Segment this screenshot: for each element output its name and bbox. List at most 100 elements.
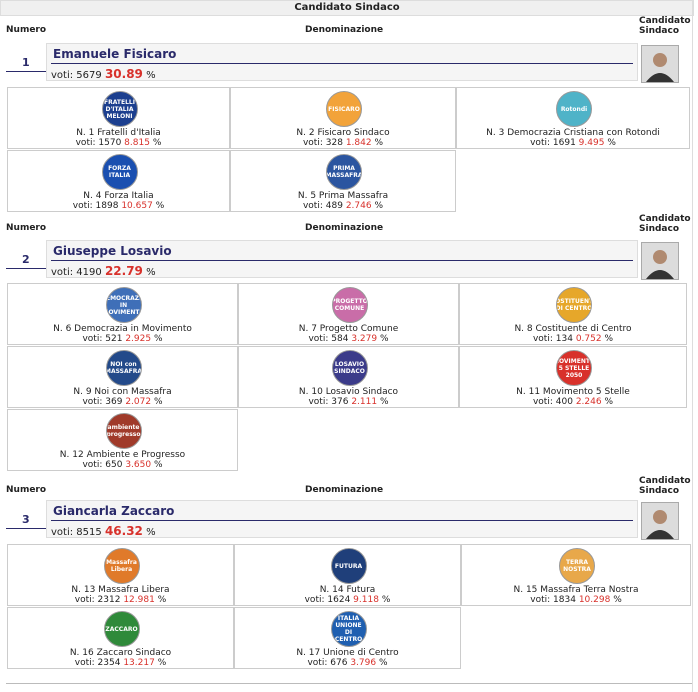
votes-prefix: voti: (82, 460, 103, 470)
party-logo-icon: FISICARO (326, 91, 362, 127)
party-votes: voti: 369 2.072 % (8, 397, 237, 407)
party-vote-count: 1570 (98, 138, 122, 148)
party-list-item[interactable]: ITALIA UNIONE DI CENTRO N. 17 Unione di C… (234, 607, 461, 669)
candidate-name[interactable]: Giancarla Zaccaro (53, 504, 175, 518)
percent-symbol: % (153, 460, 163, 470)
party-percentage: 3.796 (350, 658, 377, 668)
party-percentage: 2.746 (345, 201, 372, 211)
party-logo-icon: LOSAVIO SINDACO (331, 350, 368, 386)
party-name: N. 10 Losavio Sindaco (298, 387, 399, 397)
candidate-number-underline (6, 71, 46, 72)
candidate-photo (641, 502, 679, 540)
votes-prefix: voti: (532, 397, 553, 407)
party-percentage: 10.657 (121, 201, 153, 211)
party-votes: voti: 489 2.746 % (231, 201, 455, 211)
votes-percentage: 22.79 (104, 264, 143, 278)
party-list-item[interactable]: FRATELLI D'ITALIA MELONI N. 1 Fratelli d'… (7, 87, 230, 149)
party-votes: voti: 376 2.111 % (239, 397, 458, 407)
party-logo-icon: COSTITUENTE DI CENTRO (556, 287, 592, 323)
votes-prefix: voti: (304, 595, 325, 605)
percent-symbol: % (155, 201, 165, 211)
party-vote-count: 1691 (552, 138, 576, 148)
party-list-item[interactable]: FISICARO N. 2 Fisicaro Sindaco voti: 328 1… (230, 87, 456, 149)
votes-prefix: voti: (530, 595, 551, 605)
party-name: N. 4 Forza Italia (83, 191, 154, 201)
percent-symbol: % (146, 527, 156, 538)
party-list-item[interactable]: FUTURA N. 14 Futura voti: 1624 9.118 % (234, 544, 461, 606)
party-name: N. 7 Progetto Comune (298, 324, 399, 334)
header-numero: Numero (6, 25, 47, 35)
candidate-name[interactable]: Giuseppe Losavio (53, 244, 172, 258)
percent-symbol: % (374, 138, 384, 148)
party-logo-icon: ZACCARO (103, 611, 140, 647)
party-percentage: 2.246 (575, 397, 602, 407)
header-denominazione: Denominazione (305, 485, 384, 495)
votes-percentage: 46.32 (104, 524, 143, 538)
party-list-item[interactable]: LOSAVIO SINDACO N. 10 Losavio Sindaco voti… (238, 346, 459, 408)
right-border (692, 0, 693, 692)
party-vote-count: 1898 (95, 201, 119, 211)
candidate-box: Giuseppe Losavio voti: 4190 22.79 % (46, 240, 638, 278)
header-candidato: Candidato Sindaco (639, 16, 691, 36)
party-votes: voti: 1898 10.657 % (8, 201, 229, 211)
party-logo-icon: NOI con MASSAFRA (105, 350, 142, 386)
party-list-item[interactable]: FORZA ITALIA N. 4 Forza Italia voti: 1898 … (7, 150, 230, 212)
party-logo-icon: ITALIA UNIONE DI CENTRO (330, 611, 367, 647)
party-list-item[interactable]: TERRA NOSTRA N. 15 Massafra Terra Nostra v… (461, 544, 691, 606)
percent-symbol: % (153, 334, 163, 344)
votes-prefix: voti: (532, 334, 553, 344)
candidate-number: 2 (22, 253, 30, 266)
party-name: N. 14 Futura (319, 585, 376, 595)
party-percentage: 8.815 (124, 138, 150, 148)
party-list-item[interactable]: PRIMA MASSAFRA N. 5 Prima Massafra voti: 4… (230, 150, 456, 212)
votes-prefix: voti: (82, 334, 103, 344)
party-percentage: 3.650 (125, 460, 152, 470)
party-votes: voti: 400 2.246 % (460, 397, 686, 407)
party-votes: voti: 1691 9.495 % (457, 138, 689, 148)
party-vote-count: 676 (330, 658, 348, 668)
party-percentage: 2.925 (125, 334, 152, 344)
header-candidato: Candidato Sindaco (639, 214, 691, 234)
party-logo-icon: PROGETTO COMUNE (331, 287, 368, 323)
party-name: N. 17 Unione di Centro (296, 648, 399, 658)
party-name: N. 12 Ambiente e Progresso (59, 450, 186, 460)
party-vote-count: 489 (325, 201, 343, 211)
party-votes: voti: 650 3.650 % (8, 460, 237, 470)
party-list-item[interactable]: Rotondi N. 3 Democrazia Cristiana con Rot… (456, 87, 690, 149)
party-vote-count: 134 (555, 334, 573, 344)
votes-prefix: voti: (302, 138, 323, 148)
party-votes: voti: 2312 12.981 % (8, 595, 233, 605)
party-vote-count: 328 (325, 138, 343, 148)
candidate-votes: voti: 5679 30.89 % (51, 67, 156, 81)
votes-prefix: voti: (307, 658, 328, 668)
candidate-number: 1 (22, 56, 30, 69)
party-vote-count: 1624 (327, 595, 351, 605)
votes-prefix: voti: (51, 527, 74, 538)
party-name: N. 2 Fisicaro Sindaco (296, 128, 390, 138)
votes-count: 5679 (76, 70, 102, 81)
party-votes: voti: 1570 8.815 % (8, 138, 229, 148)
percent-symbol: % (152, 138, 162, 148)
party-votes: voti: 1834 10.298 % (462, 595, 690, 605)
candidate-name[interactable]: Emanuele Fisicaro (53, 47, 177, 61)
party-list-item[interactable]: DEMOCRAZIA IN MOVIMENTON. 6 Democrazia i… (7, 283, 238, 345)
party-percentage: 1.842 (345, 138, 372, 148)
party-list-item[interactable]: PROGETTO COMUNE N. 7 Progetto Comune voti:… (238, 283, 459, 345)
votes-prefix: voti: (74, 595, 95, 605)
party-list-item[interactable]: NOI con MASSAFRA N. 9 Noi con Massafra vot… (7, 346, 238, 408)
party-list-item[interactable]: ZACCARO N. 16 Zaccaro Sindaco voti: 2354 1… (7, 607, 234, 669)
header-numero: Numero (6, 485, 47, 495)
votes-prefix: voti: (51, 70, 74, 81)
candidate-name-rule (51, 260, 633, 261)
party-list-item[interactable]: ambiente progresso N. 12 Ambiente e Progr… (7, 409, 238, 471)
party-vote-count: 400 (555, 397, 573, 407)
party-list-item[interactable]: Massafra Libera N. 13 Massafra Libera voti… (7, 544, 234, 606)
party-logo-icon: FUTURA (330, 548, 367, 584)
percent-symbol: % (374, 201, 384, 211)
party-percentage: 0.752 (575, 334, 602, 344)
party-percentage: 12.981 (123, 595, 155, 605)
party-logo-icon: PRIMA MASSAFRA (326, 154, 362, 190)
party-percentage: 9.118 (353, 595, 379, 605)
